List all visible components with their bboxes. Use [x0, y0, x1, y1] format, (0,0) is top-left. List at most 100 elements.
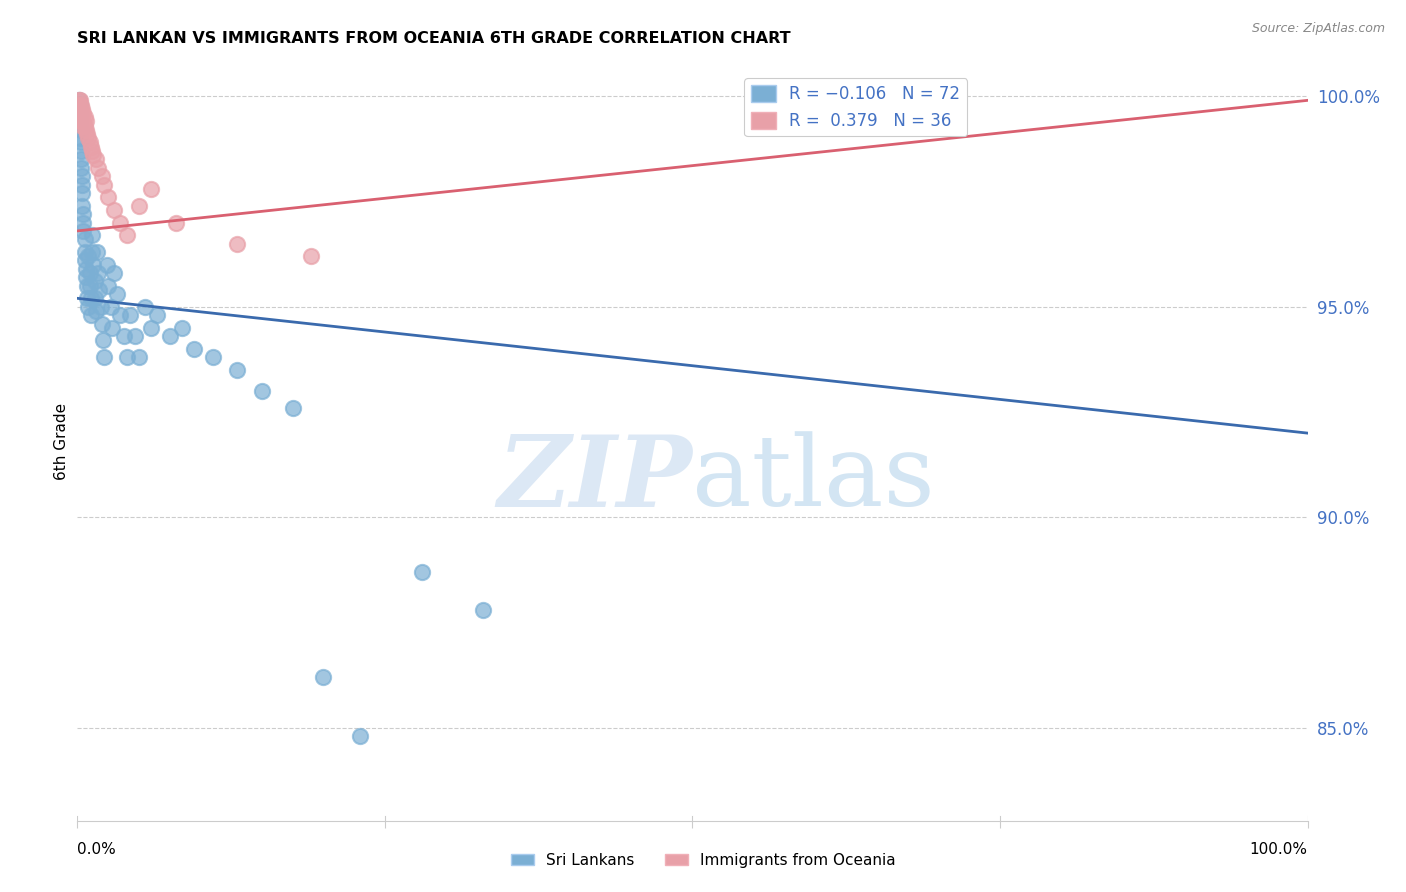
Point: [82, 244, 104, 259]
Point: [73, 244, 96, 259]
Point: [89, 283, 111, 297]
Point: [76, 127, 98, 141]
Point: [83, 291, 105, 305]
Point: [120, 308, 142, 322]
Point: [105, 287, 128, 301]
Point: [73, 232, 96, 246]
Text: 100.0%: 100.0%: [1250, 842, 1308, 856]
Point: [70, 144, 93, 158]
Point: [70, 123, 93, 137]
Text: 0.0%: 0.0%: [77, 842, 117, 856]
Point: [70, 102, 93, 116]
Point: [84, 304, 107, 318]
Point: [226, 363, 249, 377]
Point: [72, 106, 94, 120]
Point: [70, 97, 93, 112]
Point: [75, 123, 97, 137]
Point: [128, 351, 150, 365]
Point: [67, 93, 90, 107]
Point: [124, 329, 146, 343]
Point: [69, 131, 91, 145]
Point: [82, 228, 104, 243]
Point: [103, 202, 125, 217]
Point: [73, 110, 96, 124]
Point: [79, 136, 101, 150]
Point: [82, 148, 104, 162]
Point: [80, 291, 103, 305]
Point: [67, 102, 90, 116]
Point: [75, 270, 97, 285]
Point: [159, 329, 181, 343]
Point: [79, 266, 101, 280]
Point: [76, 278, 98, 293]
Point: [90, 317, 114, 331]
Point: [73, 119, 96, 133]
Point: [77, 131, 100, 145]
Point: [101, 320, 124, 334]
Point: [110, 308, 132, 322]
Point: [67, 110, 90, 124]
Point: [91, 334, 114, 348]
Point: [134, 300, 156, 314]
Point: [100, 300, 122, 314]
Point: [82, 144, 104, 158]
Point: [97, 278, 120, 293]
Point: [141, 320, 163, 334]
Point: [128, 199, 150, 213]
Point: [80, 139, 103, 153]
Point: [90, 300, 112, 314]
Point: [201, 351, 224, 365]
Point: [93, 351, 115, 365]
Point: [69, 102, 91, 116]
Point: [72, 207, 94, 221]
Point: [84, 153, 107, 167]
Point: [93, 178, 115, 192]
Point: [72, 215, 94, 229]
Point: [80, 308, 103, 322]
Text: Source: ZipAtlas.com: Source: ZipAtlas.com: [1251, 22, 1385, 36]
Point: [69, 106, 91, 120]
Point: [70, 136, 93, 150]
Point: [141, 182, 163, 196]
Point: [146, 308, 169, 322]
Point: [226, 236, 249, 251]
Point: [73, 253, 96, 268]
Legend: R = −0.106   N = 72, R =  0.379   N = 36: R = −0.106 N = 72, R = 0.379 N = 36: [744, 78, 967, 136]
Y-axis label: 6th Grade: 6th Grade: [53, 403, 69, 480]
Point: [70, 153, 93, 167]
Point: [86, 244, 108, 259]
Point: [411, 565, 433, 579]
Point: [69, 106, 91, 120]
Point: [72, 114, 94, 128]
Point: [170, 320, 193, 334]
Point: [82, 258, 104, 272]
Point: [349, 730, 371, 744]
Point: [72, 224, 94, 238]
Point: [77, 249, 100, 263]
Point: [83, 275, 105, 289]
Point: [70, 199, 93, 213]
Point: [87, 161, 110, 175]
Point: [110, 215, 132, 229]
Point: [70, 178, 93, 192]
Point: [69, 119, 91, 133]
Point: [281, 401, 304, 415]
Point: [115, 351, 138, 365]
Point: [165, 215, 187, 229]
Point: [79, 278, 101, 293]
Point: [70, 114, 93, 128]
Point: [67, 97, 90, 112]
Point: [115, 228, 138, 243]
Point: [67, 93, 90, 107]
Point: [472, 603, 495, 617]
Point: [75, 261, 97, 276]
Text: atlas: atlas: [693, 432, 935, 527]
Point: [96, 258, 118, 272]
Point: [70, 119, 93, 133]
Point: [76, 291, 98, 305]
Point: [70, 186, 93, 200]
Point: [69, 97, 91, 112]
Point: [312, 670, 335, 684]
Point: [183, 342, 205, 356]
Point: [77, 300, 100, 314]
